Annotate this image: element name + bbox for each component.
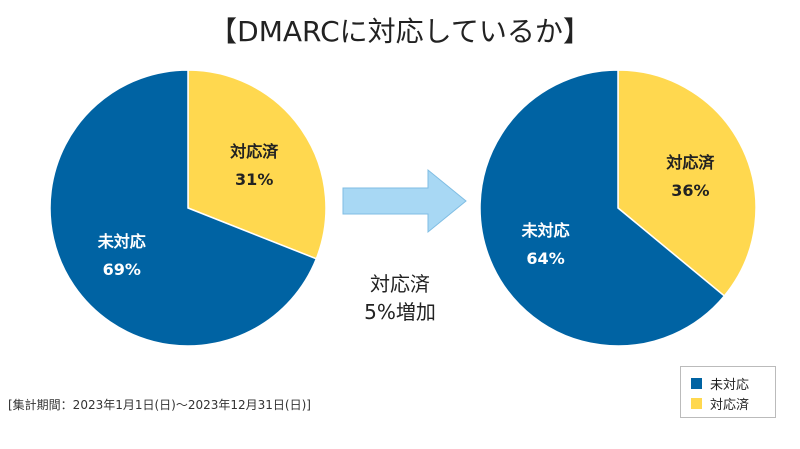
- legend-item-supported: 対応済: [691, 393, 767, 413]
- pie-chart-after: 未対応 64% 対応済 36%: [479, 69, 757, 347]
- pie-before-slice-supported: [187, 69, 327, 260]
- pie-before-value-supported: 31%: [235, 170, 273, 189]
- pie-after-label-supported: 対応済: [665, 153, 715, 172]
- increase-note-line1: 対応済: [370, 272, 430, 296]
- pie-after-value-supported: 36%: [671, 181, 709, 200]
- pie-before-slice-unsupported: [49, 69, 318, 347]
- pie-after-slice-supported: [617, 69, 757, 298]
- legend-label-supported: 対応済: [710, 397, 750, 413]
- pie-before-value-unsupported: 69%: [103, 260, 141, 279]
- increase-note: 対応済 5%増加: [348, 270, 452, 326]
- legend-swatch-unsupported: [691, 377, 702, 389]
- pie-chart-before: 未対応 69% 対応済 31%: [49, 69, 327, 347]
- legend: 未対応 対応済: [680, 366, 776, 418]
- pie-before-label-supported: 対応済: [229, 142, 279, 161]
- chart-title: 【DMARCに対応しているか】: [209, 15, 591, 48]
- pie-before-label-unsupported: 未対応: [97, 232, 146, 251]
- increase-note-line2: 5%増加: [364, 300, 436, 324]
- right-arrow-icon: [342, 168, 467, 234]
- pie-after-value-unsupported: 64%: [526, 249, 564, 268]
- collection-period-note: [集計期間：2023年1月1日(日)～2023年12月31日(日)]: [8, 398, 311, 412]
- legend-swatch-supported: [691, 397, 702, 409]
- pie-after-label-unsupported: 未対応: [521, 221, 570, 240]
- legend-label-unsupported: 未対応: [710, 377, 750, 393]
- pie-after-slice-unsupported: [479, 69, 726, 347]
- legend-item-unsupported: 未対応: [691, 373, 767, 393]
